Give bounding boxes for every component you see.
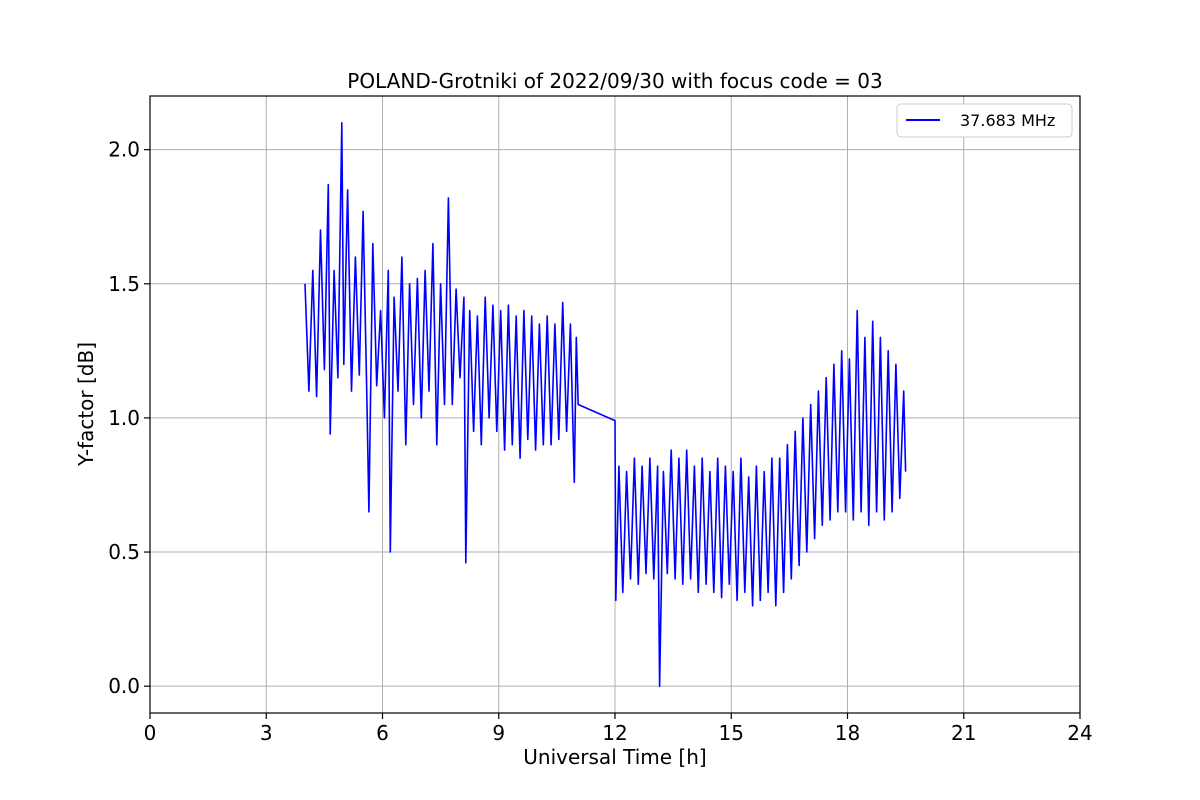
legend-box xyxy=(896,103,1073,138)
chart-title: POLAND-Grotniki of 2022/09/30 with focus… xyxy=(347,69,882,93)
series-area xyxy=(304,122,907,687)
y-tick-label: 2.0 xyxy=(108,138,140,162)
series-line xyxy=(304,122,907,687)
y-tick-label: 1.5 xyxy=(108,272,140,296)
x-tick-label: 24 xyxy=(1067,721,1092,745)
x-tick-label: 12 xyxy=(602,721,627,745)
x-axis-label: Universal Time [h] xyxy=(523,745,706,769)
y-axis-label: Y-factor [dB] xyxy=(74,342,98,467)
axis-ticks: 0 3 6 9 12 15 18 21 24 0.0 0.5 1.0 1.5 2.0 xyxy=(108,138,1093,745)
x-tick-label: 6 xyxy=(376,721,389,745)
x-tick-label: 15 xyxy=(719,721,744,745)
y-tick-label: 1.0 xyxy=(108,406,140,430)
x-tick-label: 21 xyxy=(951,721,976,745)
x-tick-label: 0 xyxy=(144,721,157,745)
legend-entry-label: 37.683 MHz xyxy=(960,111,1055,130)
legend: 37.683 MHz xyxy=(896,103,1073,138)
y-tick-label: 0.0 xyxy=(108,674,140,698)
x-tick-label: 9 xyxy=(492,721,505,745)
x-tick-label: 3 xyxy=(260,721,273,745)
x-tick-label: 18 xyxy=(835,721,860,745)
y-tick-label: 0.5 xyxy=(108,540,140,564)
